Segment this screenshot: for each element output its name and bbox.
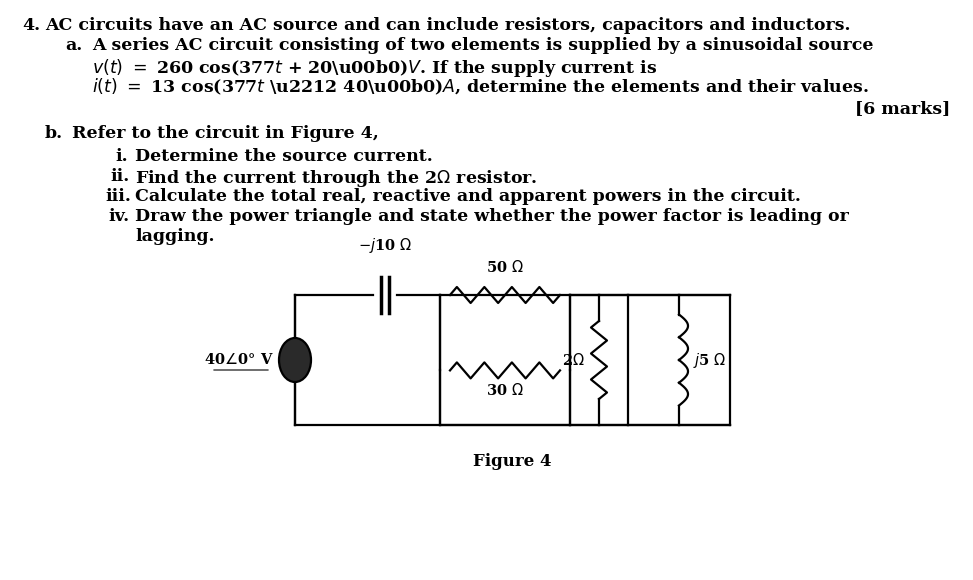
Text: iv.: iv. <box>108 208 129 225</box>
Text: Draw the power triangle and state whether the power factor is leading or: Draw the power triangle and state whethe… <box>135 208 848 225</box>
Text: 50 $\Omega$: 50 $\Omega$ <box>486 259 524 275</box>
Text: [6 marks]: [6 marks] <box>854 100 950 117</box>
Text: 40$\angle$0° V: 40$\angle$0° V <box>204 353 274 368</box>
Ellipse shape <box>279 338 311 382</box>
Text: Calculate the total real, reactive and apparent powers in the circuit.: Calculate the total real, reactive and a… <box>135 188 801 205</box>
Text: $j$5 $\Omega$: $j$5 $\Omega$ <box>693 350 727 369</box>
Text: b.: b. <box>45 125 63 142</box>
Text: 2$\Omega$: 2$\Omega$ <box>562 352 585 368</box>
Text: lagging.: lagging. <box>135 228 214 245</box>
Text: $i(t)$ $=$ 13 cos(377$t$ \u2212 40\u00b0)$A$, determine the elements and their v: $i(t)$ $=$ 13 cos(377$t$ \u2212 40\u00b0… <box>92 77 869 97</box>
Text: 30 $\Omega$: 30 $\Omega$ <box>486 382 524 398</box>
Text: $-j$10 $\Omega$: $-j$10 $\Omega$ <box>358 236 413 255</box>
Text: i.: i. <box>115 148 127 165</box>
Text: ii.: ii. <box>110 168 129 185</box>
Text: iii.: iii. <box>105 188 131 205</box>
Text: Refer to the circuit in Figure 4,: Refer to the circuit in Figure 4, <box>72 125 378 142</box>
Text: Find the current through the 2$\Omega$ resistor.: Find the current through the 2$\Omega$ r… <box>135 168 538 189</box>
Text: Figure 4: Figure 4 <box>473 453 552 470</box>
Text: A series AC circuit consisting of two elements is supplied by a sinusoidal sourc: A series AC circuit consisting of two el… <box>92 37 874 54</box>
Text: a.: a. <box>65 37 83 54</box>
Text: 4.: 4. <box>22 17 40 34</box>
Text: $v(t)$ $=$ 260 cos(377$t$ + 20\u00b0)$V$. If the supply current is: $v(t)$ $=$ 260 cos(377$t$ + 20\u00b0)$V$… <box>92 57 657 79</box>
Text: Determine the source current.: Determine the source current. <box>135 148 433 165</box>
Text: AC circuits have an AC source and can include resistors, capacitors and inductor: AC circuits have an AC source and can in… <box>45 17 850 34</box>
